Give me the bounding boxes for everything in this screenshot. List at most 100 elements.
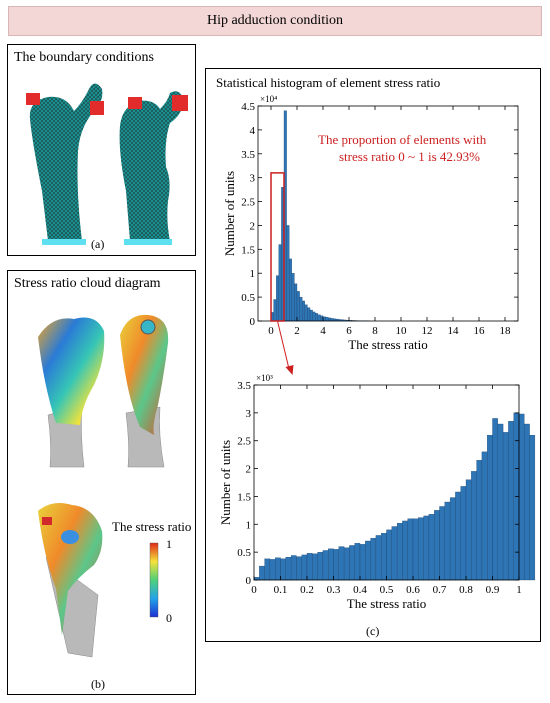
colorbar-title: The stress ratio bbox=[112, 519, 192, 534]
panel-c-title: Statistical histogram of element stress … bbox=[216, 75, 441, 90]
histogram-bar bbox=[502, 432, 509, 581]
x-tick-label: 0.5 bbox=[380, 584, 394, 596]
histogram-bar bbox=[325, 317, 329, 322]
histogram-bar bbox=[259, 565, 265, 581]
histogram-bar bbox=[365, 540, 371, 581]
histogram-bar bbox=[317, 551, 324, 581]
constraint-marker bbox=[128, 97, 142, 109]
histogram-bar bbox=[307, 307, 311, 322]
histogram-charts: 0 2 4 6 8 10 12 14 16 1800.511.522.533.544.5×10⁴T… bbox=[218, 94, 536, 611]
histogram-bar bbox=[273, 299, 277, 322]
x-axis-label: The stress ratio bbox=[347, 596, 426, 611]
zoom-arrow-line bbox=[277, 320, 290, 372]
femur-mesh-illustration bbox=[26, 83, 188, 245]
y-tick-label: 1.5 bbox=[237, 491, 251, 503]
histogram-bar bbox=[386, 529, 392, 581]
colorbar bbox=[149, 542, 159, 618]
panel-b-title: Stress ratio cloud diagram bbox=[14, 276, 161, 291]
y-tick-label: 4 bbox=[250, 125, 256, 137]
x-tick-label: 4 bbox=[320, 325, 326, 337]
histogram-bar bbox=[455, 491, 461, 581]
y-axis-exponent: ×10³ bbox=[256, 373, 273, 383]
histogram-bar bbox=[338, 546, 345, 581]
y-tick-label: 2.5 bbox=[237, 436, 251, 448]
x-tick-label: 10 bbox=[396, 325, 408, 337]
histogram-bar bbox=[275, 557, 281, 581]
x-tick-label: 0.3 bbox=[327, 584, 341, 596]
histogram-bar bbox=[278, 244, 282, 322]
panel-boundary-conditions: The boundary conditions (a) bbox=[7, 44, 196, 256]
x-tick-label: 6 bbox=[346, 325, 352, 337]
histogram-bar bbox=[487, 434, 493, 581]
x-tick-label: 0 bbox=[251, 584, 257, 596]
histogram-bar bbox=[285, 557, 292, 581]
y-tick-label: 0.5 bbox=[237, 547, 251, 559]
histogram-bar bbox=[481, 451, 488, 581]
histogram-bar bbox=[449, 497, 456, 581]
x-tick-label: 0 bbox=[268, 325, 274, 337]
histogram-bar bbox=[280, 558, 286, 581]
histogram-bar bbox=[312, 553, 318, 581]
panel-histogram: Statistical histogram of element stress … bbox=[205, 68, 541, 642]
y-axis-label: Number of units bbox=[218, 440, 233, 525]
histogram-bar bbox=[444, 501, 451, 581]
y-tick-label: 1 bbox=[250, 268, 256, 280]
x-tick-label: 0.9 bbox=[486, 584, 500, 596]
histogram-bar bbox=[476, 460, 483, 581]
histogram-bar bbox=[333, 549, 339, 581]
histogram-bar bbox=[524, 423, 530, 581]
panel-a-label: (a) bbox=[91, 237, 105, 251]
plot-frame bbox=[257, 105, 519, 322]
histogram-bar bbox=[264, 558, 271, 581]
histogram-bar bbox=[370, 538, 377, 581]
x-tick-label: 8 bbox=[372, 325, 378, 337]
y-tick-label: 2.5 bbox=[241, 197, 255, 209]
histogram-bar bbox=[381, 533, 387, 581]
histogram-bar bbox=[375, 535, 382, 581]
x-tick-label: 2 bbox=[294, 325, 300, 337]
histogram-bar bbox=[301, 554, 308, 581]
x-axis-label: The stress ratio bbox=[348, 337, 427, 352]
hotspot bbox=[42, 517, 52, 525]
histogram-bar bbox=[354, 543, 361, 581]
stress-contour-top-left bbox=[38, 317, 105, 425]
x-tick-label: 0.7 bbox=[433, 584, 447, 596]
x-tick-label: 0.8 bbox=[459, 584, 473, 596]
y-tick-label: 1.5 bbox=[241, 244, 255, 256]
histogram-bar bbox=[289, 258, 292, 322]
histogram-bar bbox=[465, 479, 472, 581]
histogram-bar bbox=[269, 559, 276, 581]
histogram-bar bbox=[294, 283, 298, 322]
histogram-bar bbox=[492, 418, 498, 581]
y-tick-label: 0 bbox=[246, 575, 252, 587]
x-tick-label: 1 bbox=[516, 584, 522, 596]
histogram-bar bbox=[439, 506, 445, 581]
histogram-bar bbox=[508, 421, 514, 581]
x-tick-label: 0.1 bbox=[274, 584, 288, 596]
histogram-bar bbox=[402, 520, 408, 581]
histogram-bar bbox=[529, 434, 536, 581]
histogram-bar bbox=[407, 518, 414, 581]
histogram-bar bbox=[434, 510, 440, 581]
colorbar-max-label: 1 bbox=[166, 537, 172, 551]
histogram-bar bbox=[418, 517, 424, 581]
histogram-bar bbox=[312, 311, 316, 322]
panel-b-label: (b) bbox=[91, 677, 105, 691]
y-tick-label: 3.5 bbox=[241, 149, 255, 161]
y-tick-label: 3.5 bbox=[237, 380, 251, 392]
histogram-bar bbox=[391, 526, 398, 581]
histogram-bar bbox=[299, 296, 303, 322]
zoom-arrow-head bbox=[285, 365, 294, 375]
y-axis-exponent: ×10⁴ bbox=[260, 94, 277, 104]
histogram-bar bbox=[304, 304, 308, 322]
colorbar-min-label: 0 bbox=[166, 611, 172, 625]
x-tick-label: 12 bbox=[422, 325, 433, 337]
femur-side-view bbox=[119, 91, 184, 241]
histogram-bar bbox=[328, 548, 334, 581]
histogram-bar bbox=[290, 555, 297, 581]
histogram-bar bbox=[428, 514, 435, 581]
x-tick-label: 14 bbox=[448, 325, 460, 337]
histogram-bar bbox=[497, 423, 504, 581]
y-tick-label: 2 bbox=[246, 464, 252, 476]
y-tick-label: 3 bbox=[246, 408, 252, 420]
